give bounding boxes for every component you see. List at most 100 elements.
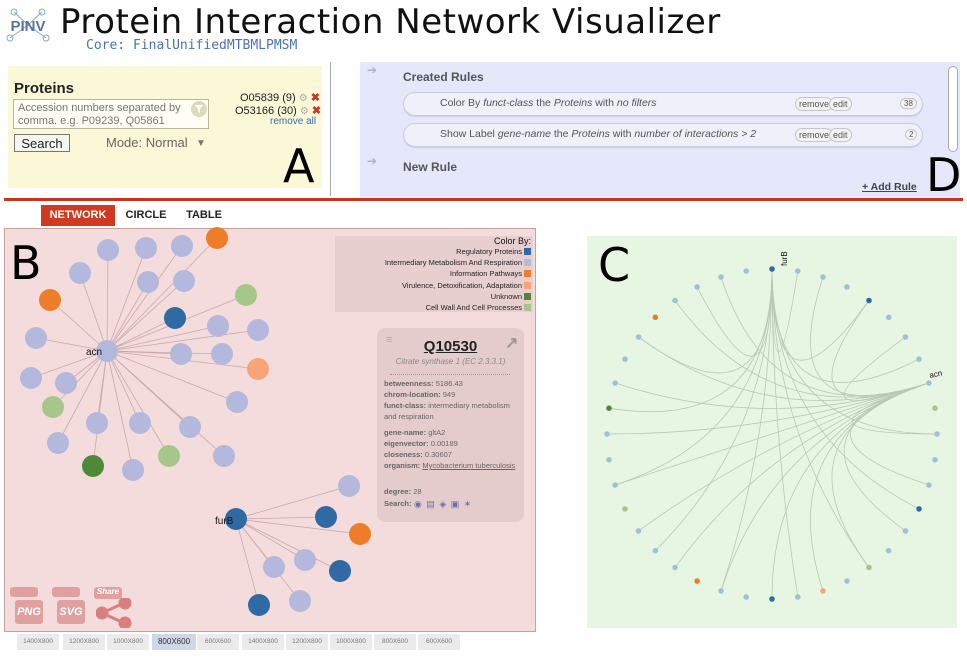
- network-node: [315, 506, 337, 528]
- drag-handle-icon[interactable]: ≡: [386, 334, 393, 346]
- svg-export-button[interactable]: [57, 600, 85, 624]
- mode-select[interactable]: Mode: Normal: [106, 135, 188, 150]
- canvas-size-button[interactable]: 1000X800: [107, 634, 149, 650]
- network-edge: [106, 350, 170, 457]
- network-edge: [106, 350, 223, 355]
- accession-input[interactable]: [13, 99, 209, 129]
- svg-export-label: SVG: [59, 606, 83, 618]
- circle-edge: [720, 276, 930, 396]
- network-node: [25, 327, 47, 349]
- legend-swatch: [524, 270, 531, 278]
- search-button[interactable]: Search: [14, 134, 70, 152]
- network-edge: [106, 350, 225, 457]
- chevron-down-icon[interactable]: ▼: [196, 138, 206, 149]
- rules-scrollbar[interactable]: [948, 66, 958, 152]
- circle-node: [885, 314, 892, 321]
- search-links[interactable]: ◉ ▤ ◈ ▣ ✶: [414, 499, 473, 509]
- info-accession[interactable]: Q10530: [423, 338, 478, 355]
- info-field: closeness: 0.30607: [384, 450, 452, 459]
- network-node-acn: [96, 340, 118, 362]
- network-node: [122, 459, 144, 481]
- edit-rule-button[interactable]: edit: [829, 97, 852, 111]
- network-node: [213, 445, 235, 467]
- canvas-size-button[interactable]: 800X600: [152, 634, 196, 650]
- legend-item-label: Unknown: [490, 291, 522, 301]
- network-node: [247, 319, 269, 341]
- circle-edge: [771, 268, 920, 510]
- filter-icon[interactable]: [191, 101, 207, 117]
- info-field: chrom-location: 949: [384, 390, 456, 399]
- network-node: [20, 367, 42, 389]
- canvas-size-button[interactable]: 1200X800: [286, 634, 328, 650]
- network-node: [247, 358, 269, 380]
- circle-graph[interactable]: furB acn: [587, 236, 957, 628]
- canvas-size-button[interactable]: 1200X800: [63, 634, 105, 650]
- selected-protein-row: O05839 (9) ⚙ ✖: [240, 91, 320, 104]
- edit-rule-button[interactable]: edit: [829, 128, 852, 142]
- app-title: Protein Interaction Network Visualizer: [60, 2, 721, 42]
- circle-node: [622, 356, 628, 362]
- panel-letter-a: A: [283, 139, 315, 193]
- png-export-button[interactable]: [15, 600, 43, 624]
- info-field: funct-class: intermediary metabolism and…: [384, 401, 510, 421]
- share-label: Share: [96, 587, 120, 596]
- remove-all-link[interactable]: remove all: [270, 116, 317, 127]
- network-node: [338, 475, 360, 497]
- network-node: [171, 235, 193, 257]
- network-node: [42, 396, 64, 418]
- circle-edge: [720, 382, 930, 592]
- tab-table[interactable]: TABLE: [186, 209, 222, 221]
- circle-node: [743, 268, 749, 274]
- circle-node: [795, 594, 801, 600]
- circle-edge: [810, 276, 930, 396]
- panel-letter-d: D: [926, 148, 962, 202]
- canvas-size-button[interactable]: 800X600: [374, 634, 416, 650]
- add-rule-link[interactable]: + Add Rule: [862, 181, 917, 193]
- tab-network[interactable]: NETWORK: [41, 205, 115, 226]
- network-edge: [235, 518, 306, 561]
- close-icon[interactable]: ✖: [310, 92, 320, 104]
- network-edge: [106, 281, 149, 352]
- canvas-size-button[interactable]: 600X600: [197, 634, 239, 650]
- circle-edge: [810, 382, 930, 592]
- network-node: [248, 594, 270, 616]
- external-link-icon[interactable]: ↗: [505, 335, 519, 352]
- info-field: gene-name: gltA2: [384, 428, 446, 437]
- circle-edge: [674, 300, 930, 398]
- protein-chip-label: O05839 (9): [240, 92, 296, 104]
- circle-edge: [614, 382, 930, 409]
- network-edge: [106, 245, 183, 352]
- tab-circle[interactable]: CIRCLE: [125, 209, 167, 221]
- legend-item-label: Regulatory Proteins: [456, 247, 522, 256]
- network-node: [263, 556, 285, 578]
- circle-edge: [638, 336, 930, 401]
- gear-icon[interactable]: ⚙: [298, 93, 308, 104]
- circle-node: [769, 596, 775, 602]
- remove-rule-button[interactable]: remove: [795, 97, 834, 111]
- close-icon[interactable]: ✖: [311, 105, 322, 117]
- circle-node: [718, 274, 724, 280]
- network-edge: [35, 337, 108, 352]
- remove-rule-button[interactable]: remove: [795, 128, 834, 142]
- network-graph[interactable]: acn furB: [0, 0, 540, 632]
- canvas-size-button[interactable]: 1000X800: [330, 634, 372, 650]
- network-node: [55, 372, 77, 394]
- network-edge: [52, 350, 108, 408]
- circle-node: [932, 405, 938, 411]
- network-node: [173, 270, 195, 292]
- arrow-right-icon: ➔: [367, 154, 378, 168]
- share-icon[interactable]: [96, 598, 134, 628]
- circle-node: [694, 284, 700, 290]
- network-node: [135, 237, 157, 259]
- network-node: [39, 289, 61, 311]
- gear-icon[interactable]: ⚙: [299, 106, 309, 117]
- canvas-size-button[interactable]: 1400X800: [242, 634, 284, 650]
- network-edge: [235, 518, 361, 535]
- circle-node: [604, 431, 610, 437]
- canvas-size-button[interactable]: 1400X800: [17, 634, 59, 650]
- network-edge: [235, 518, 341, 572]
- circle-node: [844, 578, 850, 584]
- circle-node: [932, 457, 938, 463]
- canvas-size-button[interactable]: 600X600: [418, 634, 460, 650]
- share-button[interactable]: [94, 587, 122, 599]
